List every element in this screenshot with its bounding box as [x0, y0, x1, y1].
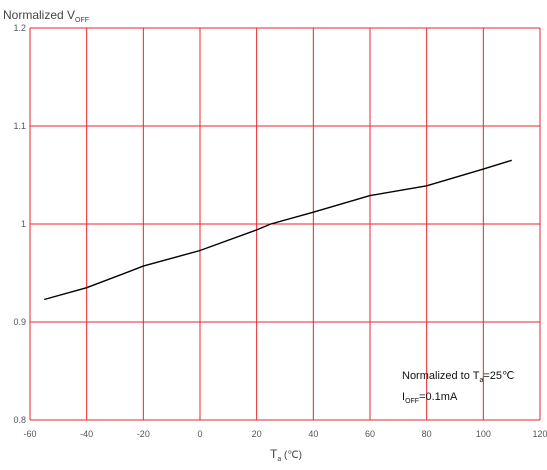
y-tick-label: 1 — [21, 219, 26, 229]
grid — [29, 27, 541, 421]
x-tick-label: 100 — [476, 429, 491, 439]
annotation-line-1-post: =25℃ — [483, 370, 514, 382]
y-tick-label: 0.8 — [13, 415, 26, 425]
annotation-line-1: Normalized to Ta=25℃ — [402, 370, 514, 384]
y-tick-label: 1.2 — [13, 23, 26, 33]
x-axis-title-unit: (℃) — [281, 450, 302, 461]
x-tick-label: -60 — [23, 429, 36, 439]
annotation-line-2: IOFF=0.1mA — [402, 391, 458, 405]
x-tick-label: -20 — [137, 429, 150, 439]
annotation-line-1-pre: Normalized to T — [402, 370, 480, 382]
x-tick-label: -40 — [80, 429, 93, 439]
series-line — [44, 159, 512, 301]
x-tick-label: 20 — [252, 429, 262, 439]
y-axis-title: Normalized VOFF — [3, 8, 89, 24]
y-tick-label: 1.1 — [13, 121, 26, 131]
x-tick-label: 0 — [197, 429, 202, 439]
annotation-line-2-post: =0.1mA — [419, 391, 458, 403]
x-axis-title-sub: a — [277, 456, 281, 463]
annotation-line-2-pre: I — [402, 391, 405, 403]
y-axis-title-sub: OFF — [75, 17, 89, 24]
x-tick-label: 40 — [308, 429, 318, 439]
x-tick-label: 120 — [532, 429, 547, 439]
tick-labels: -60 -40 -20 0 20 40 60 80 100 120 0.8 0.9 1 1.1 1.2 — [13, 23, 547, 439]
y-axis-title-main: Normalized V — [3, 8, 75, 22]
annotation-line-2-sub: OFF — [405, 398, 419, 405]
x-axis-title-main: T — [270, 447, 278, 461]
x-axis-title: Ta (℃) — [270, 447, 302, 463]
x-tick-label: 60 — [365, 429, 375, 439]
x-tick-label: 80 — [422, 429, 432, 439]
y-tick-label: 0.9 — [13, 317, 26, 327]
annotation-line-1-sub: a — [479, 377, 483, 384]
